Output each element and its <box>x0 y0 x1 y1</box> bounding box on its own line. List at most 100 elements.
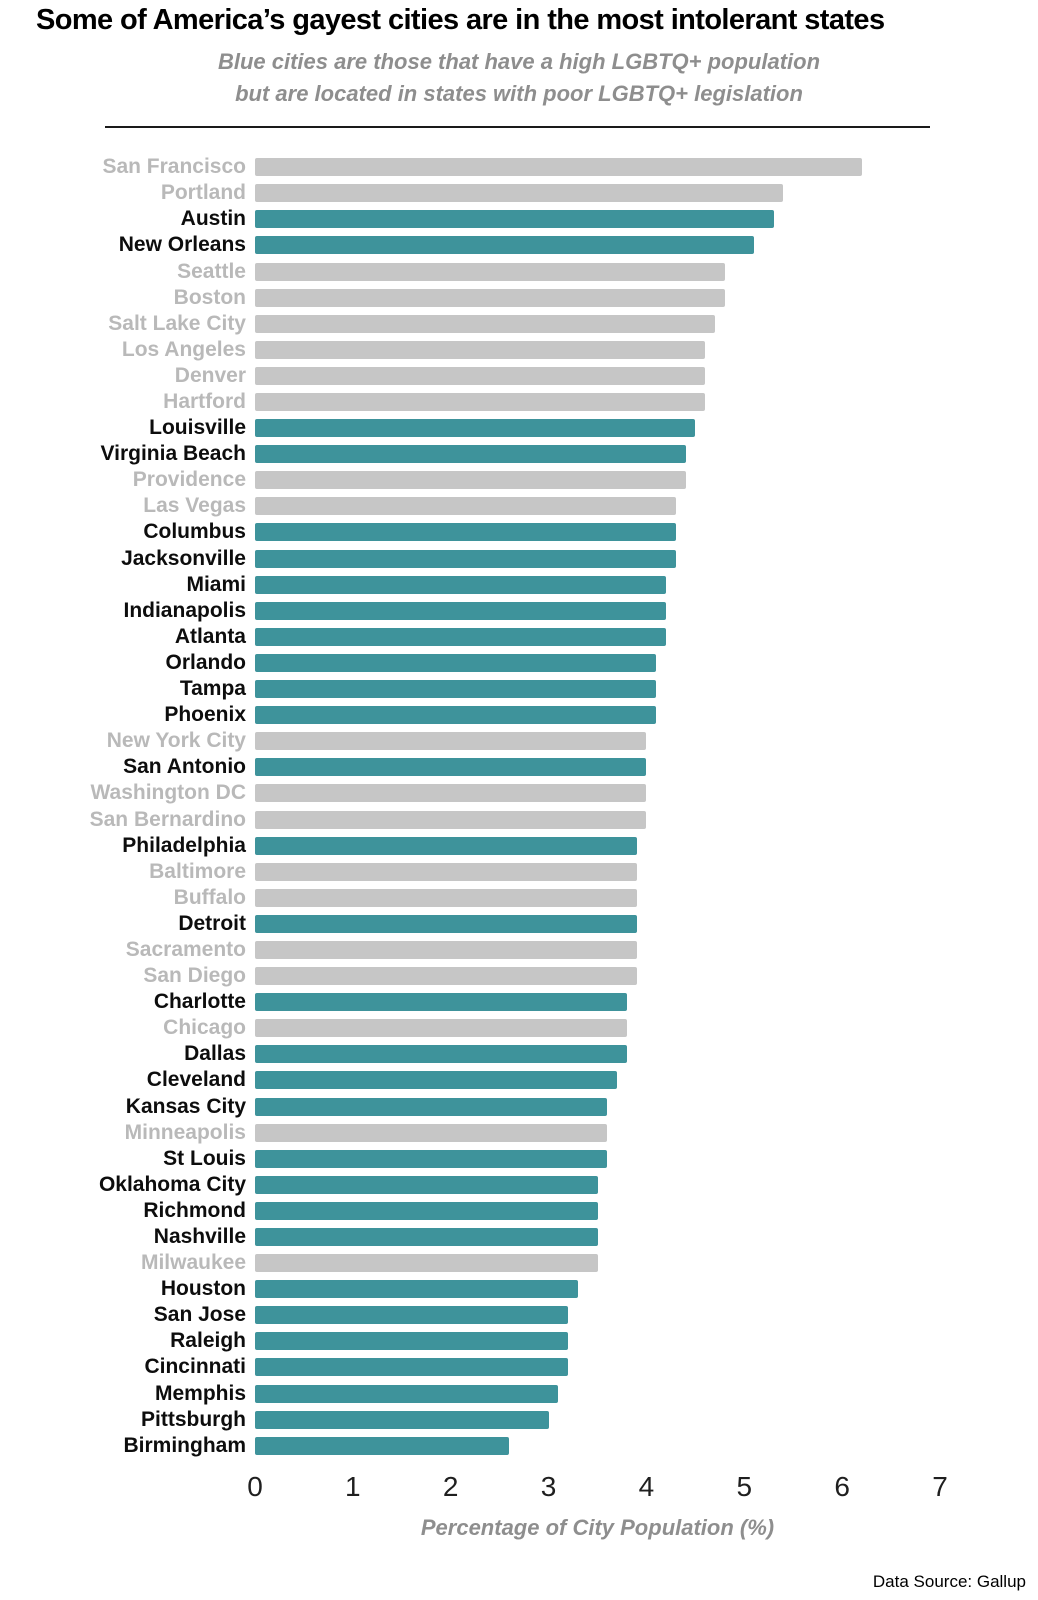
bar-track <box>255 627 940 646</box>
city-label: Portland <box>160 181 246 205</box>
bar <box>255 810 647 829</box>
bar-row: Austin <box>0 206 1038 232</box>
bar-track <box>255 993 940 1012</box>
bar <box>255 967 637 986</box>
bar-track <box>255 523 940 542</box>
bar-row: San Antonio <box>0 754 1038 780</box>
city-label: Cleveland <box>146 1068 246 1092</box>
city-label: Birmingham <box>123 1433 246 1457</box>
bar-row: Milwaukee <box>0 1250 1038 1276</box>
bar-row: Jacksonville <box>0 546 1038 572</box>
bar-track <box>255 1123 940 1142</box>
bar-track <box>255 680 940 699</box>
bar-row: Las Vegas <box>0 493 1038 519</box>
city-label: Baltimore <box>149 859 246 883</box>
bar-track <box>255 967 940 986</box>
x-tick-label: 6 <box>834 1470 850 1502</box>
bar <box>255 236 755 255</box>
bar-row: Memphis <box>0 1381 1038 1407</box>
bar <box>255 445 686 464</box>
city-label: Cincinnati <box>144 1355 246 1379</box>
bar <box>255 158 862 177</box>
bar <box>255 1071 618 1090</box>
bar-row: Pittsburgh <box>0 1407 1038 1433</box>
x-tick-label: 3 <box>540 1470 557 1502</box>
bar-row: Kansas City <box>0 1094 1038 1120</box>
bar <box>255 184 784 203</box>
bar-row: Birmingham <box>0 1433 1038 1459</box>
bar-row: San Diego <box>0 963 1038 989</box>
bar-track <box>255 288 940 307</box>
city-label: Virginia Beach <box>100 442 246 466</box>
bar-row: Tampa <box>0 676 1038 702</box>
bar-chart: San Francisco Portland Austin New Orleans Se… <box>0 154 1038 1541</box>
bar-track <box>255 471 940 490</box>
bar <box>255 732 647 751</box>
chart-subtitle-line1: Blue cities are those that have a high L… <box>217 49 821 75</box>
chart-title: Some of America’s gayest cities are in t… <box>36 4 885 36</box>
bar <box>255 471 686 490</box>
bar-row: Providence <box>0 467 1038 493</box>
bar <box>255 288 725 307</box>
bar-track <box>255 836 940 855</box>
bar-row: Phoenix <box>0 702 1038 728</box>
bar-track <box>255 914 940 933</box>
city-label: Pittsburgh <box>141 1407 246 1431</box>
bar-track <box>255 1306 940 1325</box>
bar-row: San Bernardino <box>0 806 1038 832</box>
bar-track <box>255 1149 940 1168</box>
bar <box>255 1201 598 1220</box>
bar-track <box>255 1097 940 1116</box>
city-label: Orlando <box>165 650 246 674</box>
city-label: Atlanta <box>174 624 246 648</box>
bar <box>255 1358 569 1377</box>
bar-track <box>255 888 940 907</box>
bar-row: San Jose <box>0 1302 1038 1328</box>
city-label: Hartford <box>163 390 246 414</box>
city-label: San Francisco <box>102 155 246 179</box>
bar-row: Los Angeles <box>0 337 1038 363</box>
bar-row: Louisville <box>0 415 1038 441</box>
city-label: Salt Lake City <box>108 311 246 335</box>
bar-row: Charlotte <box>0 989 1038 1015</box>
city-label: Seattle <box>177 259 246 283</box>
bar-track <box>255 732 940 751</box>
city-label: Richmond <box>143 1198 246 1222</box>
city-label: Phoenix <box>164 703 246 727</box>
bar-row: Oklahoma City <box>0 1172 1038 1198</box>
city-label: San Antonio <box>123 755 246 779</box>
bar-row: Sacramento <box>0 937 1038 963</box>
bar-track <box>255 601 940 620</box>
bar-row: New York City <box>0 728 1038 754</box>
city-label: New York City <box>106 729 246 753</box>
bar <box>255 1254 598 1273</box>
chart-subtitle-line2: but are located in states with poor LGBT… <box>235 81 803 107</box>
bar-row: Hartford <box>0 389 1038 415</box>
bar-row: Philadelphia <box>0 833 1038 859</box>
bar <box>255 940 637 959</box>
bar <box>255 680 657 699</box>
bar-row: Indianapolis <box>0 598 1038 624</box>
chart-subtitle: Blue cities are those that have a high L… <box>0 46 1038 110</box>
x-axis: 0 1 2 3 4 5 6 7 <box>247 1470 948 1507</box>
city-label: Tampa <box>179 677 246 701</box>
bar-track <box>255 810 940 829</box>
bar-track <box>255 262 940 281</box>
bar <box>255 262 725 281</box>
bar <box>255 497 676 516</box>
bar-row: Miami <box>0 572 1038 598</box>
bar-track <box>255 653 940 672</box>
bar-track <box>255 1410 940 1429</box>
x-tick-label: 7 <box>932 1470 948 1502</box>
bar-track <box>255 1280 940 1299</box>
bar <box>255 419 696 438</box>
city-label: St Louis <box>163 1146 246 1170</box>
bar-track <box>255 236 940 255</box>
bar-row: Orlando <box>0 650 1038 676</box>
bar <box>255 888 637 907</box>
bar <box>255 784 647 803</box>
bar-track <box>255 366 940 385</box>
x-tick-label: 0 <box>247 1470 263 1502</box>
city-label: New Orleans <box>118 233 246 257</box>
bar <box>255 993 627 1012</box>
